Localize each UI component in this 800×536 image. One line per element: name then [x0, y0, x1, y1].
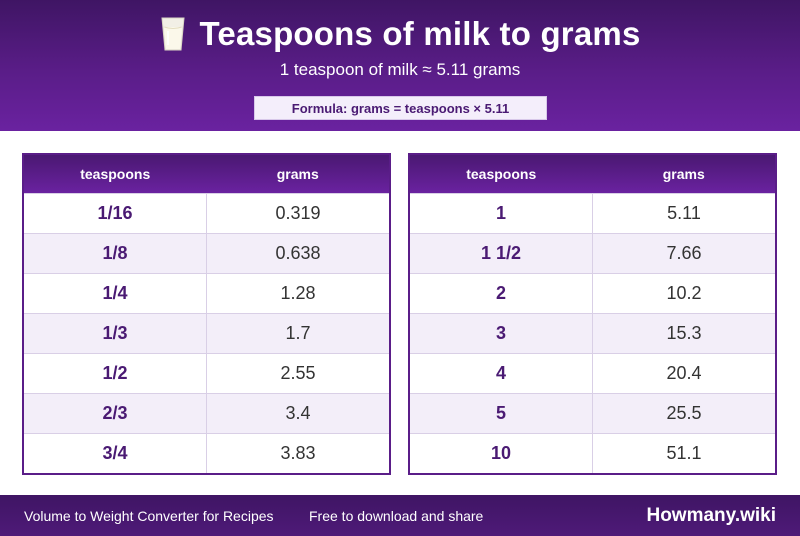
table-row: 1 1/2 7.66	[410, 233, 775, 273]
table-row: 5 25.5	[410, 393, 775, 433]
title-row: Teaspoons of milk to grams	[0, 14, 800, 54]
page-title: Teaspoons of milk to grams	[199, 15, 641, 52]
table-row: 4 20.4	[410, 353, 775, 393]
grams-cell: 1.28	[280, 283, 316, 303]
grams-cell: 2.55	[280, 363, 316, 383]
table-row: 1/4 1.28	[24, 273, 389, 313]
formula-badge: Formula: grams = teaspoons × 5.11	[254, 96, 547, 120]
table-row: 10 51.1	[410, 433, 775, 473]
table-header: teaspoons grams	[24, 155, 389, 193]
column-header-grams: grams	[276, 166, 319, 182]
grams-cell: 3.83	[280, 443, 316, 463]
table-row: 1/2 2.55	[24, 353, 389, 393]
teaspoons-cell: 3/4	[24, 434, 207, 473]
conversion-table-right: teaspoons grams 1 5.11 1 1/2 7.66 2 10.2…	[408, 153, 777, 475]
grams-cell: 25.5	[666, 403, 702, 423]
grams-cell: 3.4	[285, 403, 311, 423]
teaspoons-cell: 1/16	[24, 194, 207, 233]
grams-cell: 10.2	[666, 283, 702, 303]
grams-cell: 0.319	[275, 203, 321, 223]
teaspoons-cell: 5	[410, 394, 593, 433]
grams-cell: 0.638	[275, 243, 321, 263]
subtitle: 1 teaspoon of milk ≈ 5.11 grams	[279, 60, 521, 79]
footer-category-text: Volume to Weight Converter for Recipes	[24, 507, 274, 524]
brand-logo-text: Howmany.wiki	[646, 504, 776, 526]
teaspoons-cell: 10	[410, 434, 593, 473]
table-row: 2/3 3.4	[24, 393, 389, 433]
column-header-teaspoons: teaspoons	[80, 166, 151, 182]
header: Teaspoons of milk to grams 1 teaspoon of…	[0, 0, 800, 131]
table-row: 1 5.11	[410, 193, 775, 233]
column-header-teaspoons: teaspoons	[466, 166, 537, 182]
table-row: 3/4 3.83	[24, 433, 389, 473]
teaspoons-cell: 1/2	[24, 354, 207, 393]
teaspoons-cell: 1/3	[24, 314, 207, 353]
teaspoons-cell: 1 1/2	[410, 234, 593, 273]
teaspoons-cell: 2/3	[24, 394, 207, 433]
milk-glass-icon	[160, 17, 185, 51]
grams-cell: 51.1	[666, 443, 702, 463]
grams-cell: 5.11	[667, 203, 701, 223]
grams-cell: 20.4	[666, 363, 702, 383]
column-header-grams: grams	[662, 166, 705, 182]
table-header: teaspoons grams	[410, 155, 775, 193]
teaspoons-cell: 1/4	[24, 274, 207, 313]
teaspoons-cell: 1	[410, 194, 593, 233]
teaspoons-cell: 2	[410, 274, 593, 313]
table-row: 3 15.3	[410, 313, 775, 353]
teaspoons-cell: 4	[410, 354, 593, 393]
footer-share-text: Free to download and share	[309, 507, 484, 524]
table-row: 2 10.2	[410, 273, 775, 313]
table-row: 1/16 0.319	[24, 193, 389, 233]
teaspoons-cell: 1/8	[24, 234, 207, 273]
grams-cell: 7.66	[666, 243, 702, 263]
grams-cell: 15.3	[666, 323, 702, 343]
conversion-table-left: teaspoons grams 1/16 0.319 1/8 0.638 1/4…	[22, 153, 391, 475]
footer: Volume to Weight Converter for Recipes F…	[0, 495, 800, 536]
teaspoons-cell: 3	[410, 314, 593, 353]
grams-cell: 1.7	[285, 323, 311, 343]
table-row: 1/8 0.638	[24, 233, 389, 273]
table-row: 1/3 1.7	[24, 313, 389, 353]
